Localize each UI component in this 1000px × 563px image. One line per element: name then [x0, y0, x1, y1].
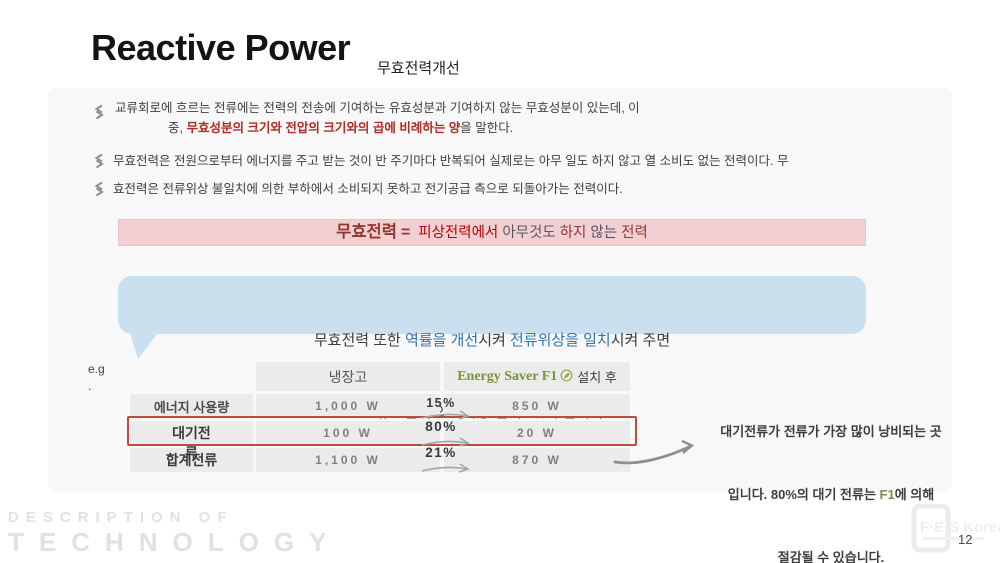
bullet-text: 중, 무효성분의 크기와 전압의 크기와의 곱에 비례하는 양을 말한다. — [168, 121, 514, 135]
table-header-before: 냉장고 — [256, 362, 440, 391]
table-header-after: Energy Saver F1 설치 후 — [444, 362, 630, 391]
table-cell-before: 100 W — [256, 421, 440, 445]
highlighted-text: 무효성분의 크기와 전압의 크기와의 곱에 비례하는 양 — [186, 121, 461, 135]
right-arrow-icon — [420, 435, 472, 447]
brand-ref: F1 — [879, 487, 895, 502]
page-title: Reactive Power — [91, 27, 351, 68]
page-number: 12 — [958, 532, 973, 547]
svg-text:F·E·S Korea: F·E·S Korea — [920, 519, 1000, 536]
bullet-item: 교류회로에 흐르는 전류에는 전력의 전송에 기여하는 유효성분과 기여하지 않… — [115, 98, 715, 138]
highlight-box — [127, 416, 637, 446]
right-arrow-icon — [420, 408, 472, 420]
table-cell-before: 1,000 W — [256, 394, 440, 418]
bubble-line-1: 무효전력 또한 역률을 개선시켜 전류위상을 일치시켜 주면 — [313, 332, 671, 349]
bullet-item: 효전력은 전류위상 불일치에 의한 부하에서 소비되지 못하고 전기공급 측으로… — [113, 182, 623, 196]
table-row-label — [130, 421, 253, 445]
equals-sign: = — [400, 224, 411, 241]
table-cell-after: 20 W — [444, 421, 630, 445]
double-chevron-icon — [93, 181, 105, 202]
bullet-item: 무효전력은 전원으로부터 에너지를 주고 받는 것이 반 주기마다 반복되어 실… — [113, 154, 789, 168]
company-logo: F·E·S Korea — [902, 503, 1000, 554]
definition-banner: 무효전력 = 피상전력에서 아무것도 하지 않는 전력 — [118, 219, 866, 246]
speech-bubble: 무효전력 또한 역률을 개선시켜 전류위상을 일치시켜 주면 유효전력으로 사용… — [118, 276, 866, 421]
bullet-text: 교류회로에 흐르는 전류에는 전력의 전송에 기여하는 유효성분과 기여하지 않… — [115, 101, 640, 115]
bubble-tail — [128, 333, 162, 361]
note-text: 대기전류가 전류가 가장 많이 낭비되는 곳 입니다. 80%의 대기 전류는 … — [720, 424, 942, 563]
double-chevron-icon — [93, 153, 105, 174]
table-row-label-text: 대기전 류 — [172, 425, 211, 461]
brand-label: Energy Saver F1 — [457, 368, 558, 384]
curved-arrow-icon — [612, 436, 698, 468]
reduction-percent: 21% — [425, 445, 457, 460]
table-cell-after: 870 W — [444, 448, 630, 472]
reduction-percent: 80% — [425, 419, 457, 434]
double-chevron-icon — [93, 104, 105, 125]
table-row-label: 에너지 사용량 — [130, 394, 253, 418]
reduction-percent: 15% — [426, 396, 456, 410]
footer-description-line1: DESCRIPTION OF — [8, 509, 234, 526]
example-label: e.g . — [88, 362, 105, 393]
table-cell-before: 1,100 W — [256, 448, 440, 472]
leaf-circle-icon — [560, 369, 573, 387]
term-label: 무효전력 — [336, 223, 397, 241]
table-cell-after: 850 W — [444, 394, 630, 418]
table-row-label: 합계전류 — [130, 448, 253, 472]
footer-description-line2: TECHNOLOGY — [8, 527, 342, 557]
page-subtitle: 무효전력개선 — [377, 60, 460, 77]
right-arrow-icon — [420, 461, 472, 473]
